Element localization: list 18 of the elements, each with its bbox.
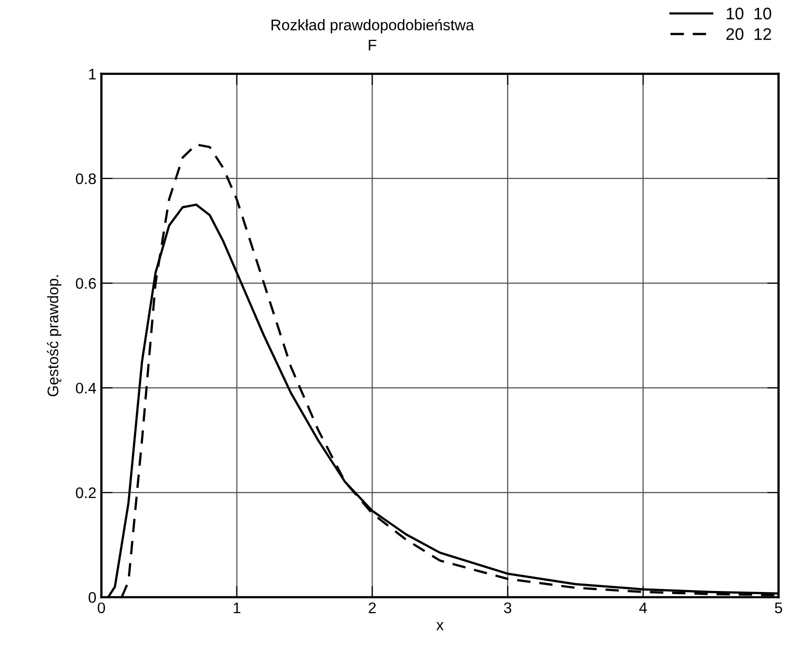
legend-label: 10 10: [726, 8, 772, 20]
y-tick-label: 1: [89, 68, 96, 80]
y-tick-label: 0.4: [76, 382, 96, 394]
x-tick-label: 1: [234, 602, 240, 614]
y-tick-label: 0: [88, 592, 96, 603]
y-axis-title: Gęstość prawdop.: [46, 275, 62, 396]
chart-title: Rozkład prawdopodobieństwa: [272, 18, 474, 34]
x-axis-title: x: [436, 622, 444, 630]
y-tick-label: 0.6: [76, 278, 96, 289]
x-tick-label: 0: [98, 602, 106, 614]
chart-subtitle: F: [368, 40, 376, 50]
x-tick-label: 3: [504, 602, 512, 614]
legend-label: 20 12: [726, 28, 772, 40]
y-tick-label: 0.2: [76, 487, 96, 498]
x-tick-label: 2: [368, 602, 376, 614]
y-tick-label: 0.8: [76, 173, 96, 184]
x-tick-label: 5: [774, 602, 782, 614]
x-tick-label: 4: [639, 602, 647, 614]
